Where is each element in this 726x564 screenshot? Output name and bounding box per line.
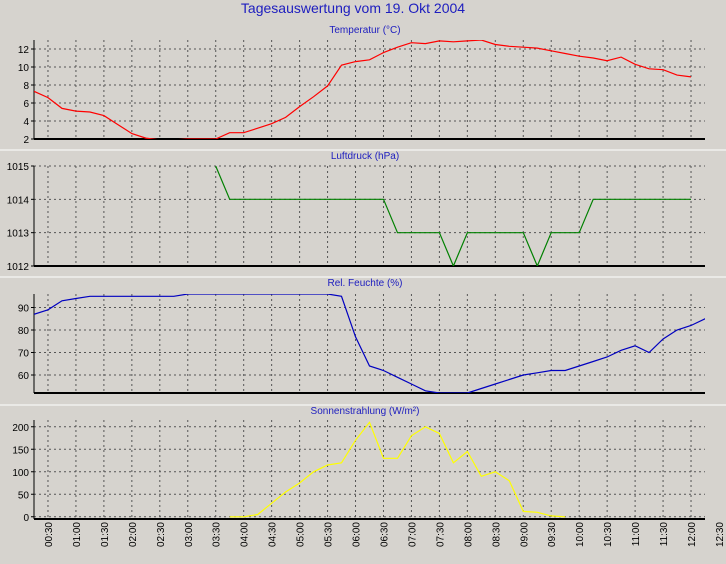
y-tick-label: 200 bbox=[12, 423, 29, 434]
y-tick-label: 1015 bbox=[7, 162, 30, 173]
y-tick-label: 2 bbox=[23, 135, 29, 146]
y-tick-label: 80 bbox=[18, 326, 30, 337]
x-tick-label: 06:30 bbox=[379, 522, 390, 547]
x-tick-label: 09:00 bbox=[519, 522, 530, 547]
y-tick-label: 12 bbox=[18, 45, 30, 56]
y-tick-label: 100 bbox=[12, 468, 29, 479]
x-axis-labels: 00:30 01:00 01:30 02:00 02:30 03:00 03:30 04:00… bbox=[44, 522, 726, 547]
radiation-panel: Sonnenstrahlung (W/m²) 0 50 100 150 200 bbox=[0, 404, 726, 524]
x-tick-label: 02:00 bbox=[128, 522, 139, 547]
x-tick-label: 03:00 bbox=[184, 522, 195, 547]
pressure-series-line bbox=[215, 166, 691, 266]
x-tick-label: 05:30 bbox=[324, 522, 335, 547]
x-tick-label: 08:00 bbox=[463, 522, 474, 547]
temperature-title: Temperatur (°C) bbox=[329, 25, 400, 36]
temperature-panel: Temperatur (°C) 2 4 6 8 10 12 bbox=[18, 25, 705, 146]
x-tick-label: 03:30 bbox=[212, 522, 223, 547]
chart-title: Tagesauswertung vom 19. Okt 2004 bbox=[241, 0, 465, 16]
x-tick-label: 04:00 bbox=[240, 522, 251, 547]
temperature-series-line bbox=[34, 40, 692, 139]
y-tick-label: 10 bbox=[18, 63, 30, 74]
x-tick-label: 07:30 bbox=[435, 522, 446, 547]
y-tick-label: 1014 bbox=[7, 195, 30, 206]
y-tick-label: 60 bbox=[18, 371, 30, 382]
x-tick-label: 09:30 bbox=[547, 522, 558, 547]
radiation-title: Sonnenstrahlung (W/m²) bbox=[311, 406, 420, 417]
x-tick-label: 07:00 bbox=[407, 522, 418, 547]
humidity-panel: Rel. Feuchte (%) 60 70 80 90 bbox=[0, 276, 726, 394]
x-tick-label: 05:00 bbox=[296, 522, 307, 547]
x-tick-label: 11:30 bbox=[659, 522, 670, 547]
x-tick-label: 00:30 bbox=[44, 522, 55, 547]
y-tick-label: 4 bbox=[23, 117, 29, 128]
x-tick-label: 02:30 bbox=[156, 522, 167, 547]
y-tick-label: 90 bbox=[18, 304, 30, 315]
y-tick-label: 70 bbox=[18, 349, 30, 360]
pressure-panel: Luftdruck (hPa) 1012 1013 1014 1015 bbox=[0, 149, 726, 273]
y-tick-label: 8 bbox=[23, 81, 29, 92]
y-tick-label: 50 bbox=[18, 490, 30, 501]
x-tick-label: 08:30 bbox=[491, 522, 502, 547]
x-tick-label: 10:30 bbox=[603, 522, 614, 547]
pressure-title: Luftdruck (hPa) bbox=[331, 151, 399, 162]
x-tick-label: 01:30 bbox=[100, 522, 111, 547]
x-tick-label: 10:00 bbox=[575, 522, 586, 547]
radiation-series-line bbox=[229, 421, 566, 518]
y-tick-label: 1013 bbox=[7, 229, 30, 240]
x-tick-label: 06:00 bbox=[352, 522, 363, 547]
humidity-series-line bbox=[34, 294, 705, 393]
x-tick-label: 01:00 bbox=[72, 522, 83, 547]
y-tick-label: 1012 bbox=[7, 262, 30, 273]
humidity-title: Rel. Feuchte (%) bbox=[327, 278, 402, 289]
x-tick-label: 12:30 bbox=[715, 522, 726, 547]
y-tick-label: 150 bbox=[12, 445, 29, 456]
y-tick-label: 0 bbox=[23, 513, 29, 524]
x-tick-label: 11:00 bbox=[631, 522, 642, 547]
x-tick-label: 04:30 bbox=[268, 522, 279, 547]
x-tick-label: 12:00 bbox=[687, 522, 698, 547]
y-tick-label: 6 bbox=[23, 99, 29, 110]
